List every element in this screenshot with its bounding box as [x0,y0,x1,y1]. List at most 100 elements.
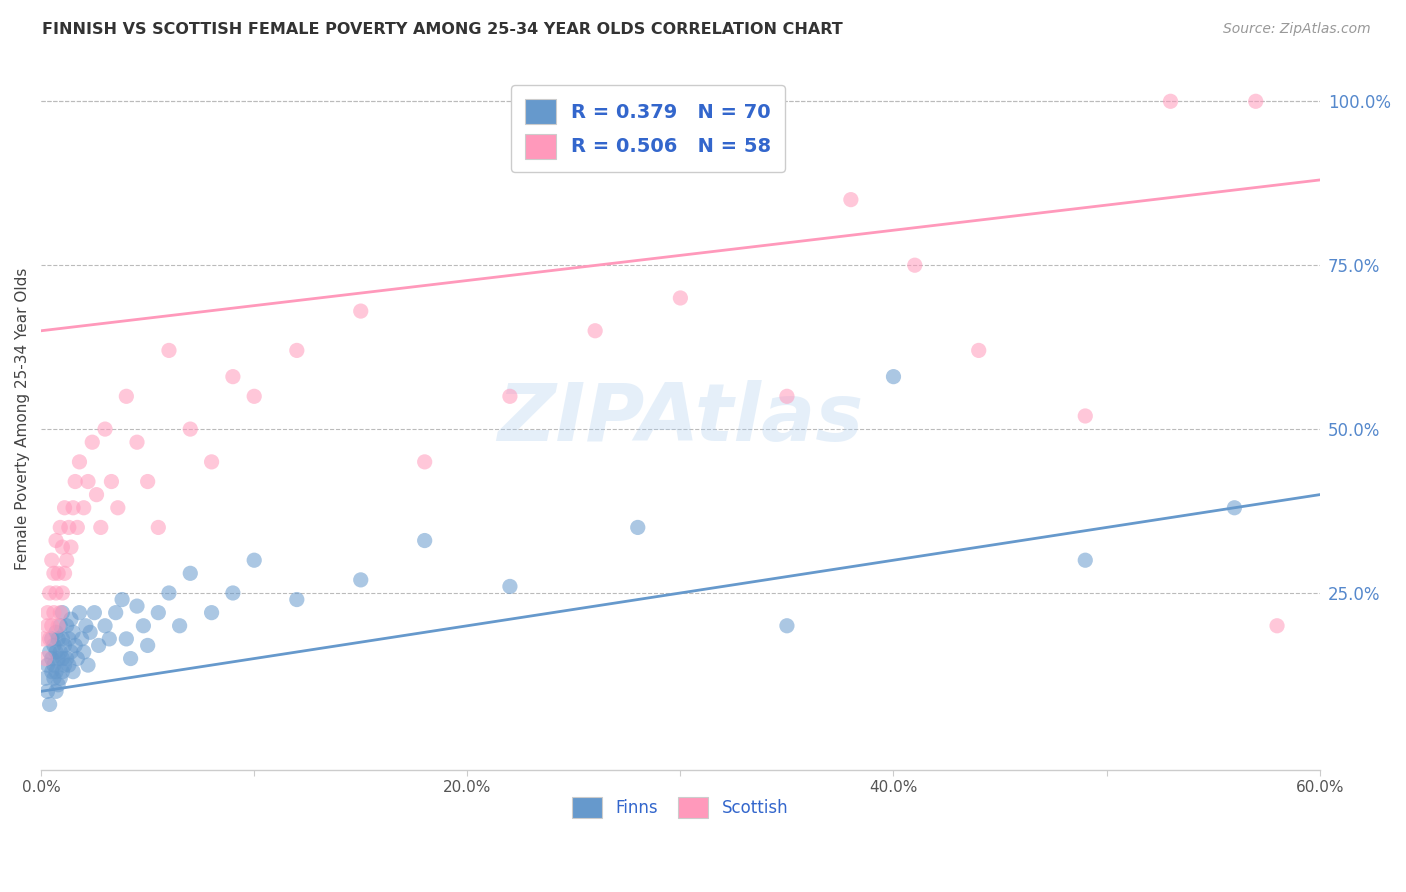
Point [49,606,72,620]
Point [55,651,77,665]
Point [53,658,76,673]
Point [46,619,69,633]
Point [42,566,65,581]
Point [132,619,155,633]
Point [59,540,82,554]
Point [77,658,100,673]
Y-axis label: Female Poverty Among 25-34 Year Olds: Female Poverty Among 25-34 Year Olds [15,268,30,571]
Point [413,455,436,469]
Point [136,639,159,653]
Point [49,671,72,685]
Point [41,632,63,646]
Point [51,632,73,646]
Point [179,422,201,436]
Point [120,651,142,665]
Point [41,665,63,679]
Point [58,658,80,673]
Point [73,500,96,515]
Point [49,645,72,659]
Point [37,606,59,620]
Point [53,566,76,581]
Point [499,579,522,593]
Point [148,520,170,534]
Point [69,455,91,469]
Point [42,658,65,673]
Point [42,606,65,620]
Point [583,324,606,338]
Point [45,625,67,640]
Point [38,645,60,659]
Point [82,435,104,450]
Point [157,586,180,600]
Point [53,639,76,653]
Point [669,291,692,305]
Point [90,520,112,534]
Point [42,639,65,653]
Point [51,586,73,600]
Point [350,573,373,587]
Point [222,586,245,600]
Point [1074,553,1097,567]
Point [776,619,799,633]
Point [46,678,69,692]
Point [41,651,63,665]
Point [87,639,110,653]
Point [32,632,55,646]
Point [169,619,191,633]
Point [51,665,73,679]
Point [75,619,97,633]
Point [66,651,89,665]
Point [46,632,69,646]
Point [1265,619,1288,633]
Point [45,586,67,600]
Point [839,193,862,207]
Point [1074,409,1097,423]
Point [882,369,904,384]
Point [38,698,60,712]
Point [200,606,222,620]
Point [37,619,59,633]
Point [63,639,86,653]
Point [125,435,148,450]
Point [55,619,77,633]
Point [115,389,138,403]
Point [53,500,76,515]
Point [49,619,72,633]
Point [49,520,72,534]
Point [499,389,522,403]
Point [83,606,105,620]
Point [243,389,266,403]
Point [45,665,67,679]
Point [63,475,86,489]
Point [37,658,59,673]
Point [1244,95,1267,109]
Point [79,625,101,640]
Point [34,651,56,665]
Point [350,304,373,318]
Point [86,488,108,502]
Point [104,606,127,620]
Point [34,671,56,685]
Point [70,632,93,646]
Point [1223,500,1246,515]
Point [94,422,117,436]
Point [51,606,73,620]
Point [115,632,138,646]
Point [222,369,245,384]
Point [38,586,60,600]
Point [776,389,799,403]
Point [62,665,84,679]
Point [627,520,650,534]
Point [100,475,122,489]
Point [59,645,82,659]
Point [179,566,201,581]
Point [46,566,69,581]
Point [967,343,990,358]
Point [62,625,84,640]
Point [77,475,100,489]
Point [148,606,170,620]
Point [62,500,84,515]
Point [243,553,266,567]
Point [66,520,89,534]
Point [1160,95,1182,109]
